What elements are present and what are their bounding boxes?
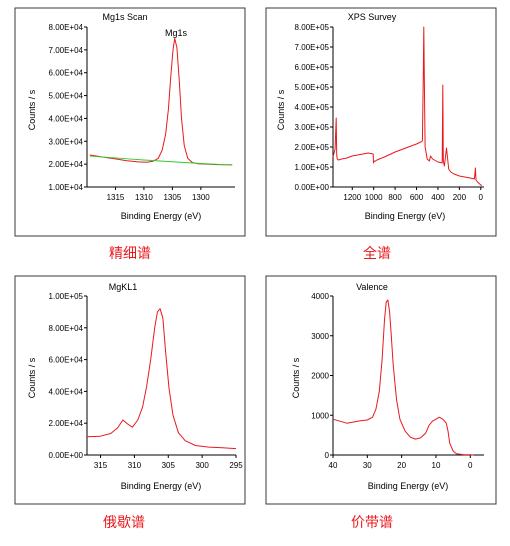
x-tick-label: 200 (453, 193, 467, 202)
panel-valence: Valence Counts / s Binding Energy (eV) 0… (265, 275, 497, 505)
spectrum-line (332, 26, 483, 186)
x-tick-label: 0 (479, 193, 484, 202)
y-tick-label: 1.00E+04 (49, 183, 84, 192)
y-tick-label: 0 (325, 451, 330, 460)
y-tick-label: 3.00E+04 (49, 137, 84, 146)
y-axis-label: Counts / s (291, 357, 301, 398)
plot-area: 0.00E+00 2.00E+04 4.00E+04 6.00E+04 8.00E+04… (49, 292, 244, 470)
y-tick-label: 8.00E+04 (49, 324, 84, 333)
x-tick-label: 10 (432, 461, 441, 470)
x-tick-label: 30 (363, 461, 372, 470)
caption-fine-spectrum: 精细谱 (109, 246, 151, 262)
panel-mgkl1: MgKL1 Counts / s Binding Energy (eV) 0.0… (14, 275, 246, 505)
x-tick-label: 800 (388, 193, 402, 202)
y-tick-label: 4000 (311, 292, 329, 301)
panel-mg1s-scan: Mg1s Scan Counts / s Binding Energy (eV)… (14, 7, 246, 237)
caption-auger-spectrum: 俄歇谱 (103, 515, 145, 531)
plot-area: 1.00E+04 2.00E+04 3.00E+04 4.00E+04 5.00E+04… (49, 23, 235, 202)
x-axis-label: Binding Energy (eV) (365, 211, 446, 221)
y-tick-label: 4.00E+04 (49, 114, 84, 123)
y-tick-label: 4.00E+04 (49, 387, 84, 396)
y-tick-label: 7.00E+04 (49, 46, 84, 55)
spectrum-line (86, 308, 237, 450)
x-tick-label: 0 (468, 461, 473, 470)
y-axis-label: Counts / s (27, 89, 37, 130)
y-tick-label: 5.00E+05 (295, 83, 330, 92)
y-tick-label: 1.00E+05 (295, 163, 330, 172)
x-tick-label: 1310 (135, 193, 153, 202)
chart-title: Valence (356, 282, 388, 292)
x-tick-label: 305 (162, 461, 176, 470)
x-tick-label: 400 (431, 193, 445, 202)
x-tick-label: 20 (397, 461, 406, 470)
y-tick-label: 4.00E+05 (295, 103, 330, 112)
plot-area: 0.00E+00 1.00E+05 2.00E+05 3.00E+05 4.00E+05… (295, 23, 484, 202)
y-tick-label: 6.00E+05 (295, 63, 330, 72)
x-tick-label: 1305 (163, 193, 181, 202)
panel-frame (14, 275, 246, 505)
y-tick-label: 3.00E+05 (295, 123, 330, 132)
y-tick-label: 2.00E+04 (49, 160, 84, 169)
y-tick-label: 7.00E+05 (295, 43, 330, 52)
y-tick-label: 8.00E+04 (49, 23, 84, 32)
x-tick-label: 310 (128, 461, 142, 470)
y-tick-label: 1000 (311, 411, 329, 420)
spectrum-line (332, 299, 474, 456)
x-tick-label: 600 (410, 193, 424, 202)
panel-frame (265, 7, 497, 237)
chart-title: MgKL1 (109, 282, 138, 292)
y-axis-label: Counts / s (27, 357, 37, 398)
y-tick-label: 1.00E+05 (49, 292, 84, 301)
x-axis-label: Binding Energy (eV) (121, 481, 202, 491)
y-tick-label: 6.00E+04 (49, 69, 84, 78)
x-tick-label: 40 (329, 461, 338, 470)
y-tick-label: 3000 (311, 332, 329, 341)
y-tick-label: 2000 (311, 372, 329, 381)
chart-title: XPS Survey (348, 12, 397, 22)
y-tick-label: 2.00E+05 (295, 143, 330, 152)
y-tick-label: 5.00E+04 (49, 92, 84, 101)
peak-annotation: Mg1s (165, 28, 188, 38)
x-tick-label: 1200 (343, 193, 361, 202)
y-tick-label: 0.00E+00 (295, 183, 330, 192)
panel-frame (265, 275, 497, 505)
y-tick-label: 0.00E+00 (49, 451, 84, 460)
x-tick-label: 295 (229, 461, 243, 470)
x-tick-label: 1300 (192, 193, 210, 202)
x-tick-label: 315 (94, 461, 108, 470)
x-tick-label: 300 (195, 461, 209, 470)
chart-title: Mg1s Scan (102, 12, 147, 22)
background-line (89, 155, 233, 166)
caption-valence-spectrum: 价带谱 (351, 515, 393, 531)
y-tick-label: 2.00E+04 (49, 419, 84, 428)
panel-xps-survey: XPS Survey Counts / s Binding Energy (eV… (265, 7, 497, 237)
x-axis-label: Binding Energy (eV) (368, 481, 449, 491)
plot-area: 0 1000 2000 3000 4000 40 30 20 10 0 (311, 292, 484, 470)
y-tick-label: 8.00E+05 (295, 23, 330, 32)
caption-full-spectrum: 全谱 (363, 245, 391, 262)
x-tick-label: 1000 (365, 193, 383, 202)
y-tick-label: 6.00E+04 (49, 356, 84, 365)
x-tick-label: 1315 (107, 193, 125, 202)
panel-frame (14, 7, 246, 237)
x-axis-label: Binding Energy (eV) (121, 211, 202, 221)
y-axis-label: Counts / s (276, 89, 286, 130)
